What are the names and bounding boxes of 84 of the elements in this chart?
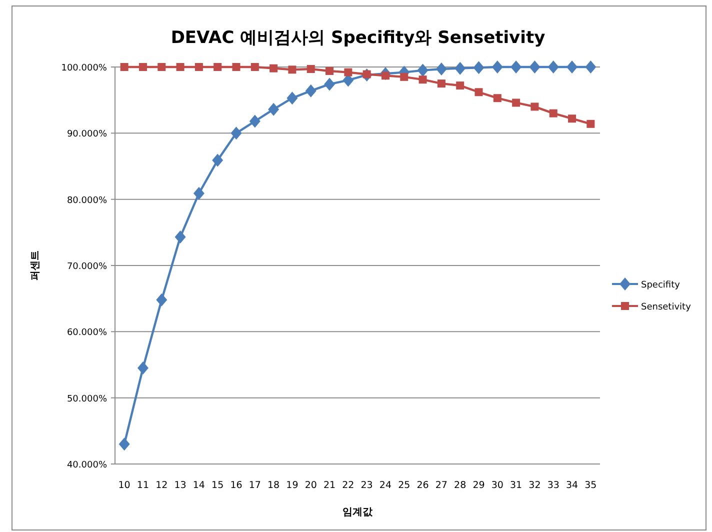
point	[344, 68, 352, 76]
point	[176, 63, 184, 71]
y-tick-label: 90.000%	[66, 130, 108, 140]
point	[493, 94, 502, 102]
y-tick-label: 60.000%	[66, 328, 108, 338]
x-tick-label: 16	[230, 480, 242, 491]
y-tick-label: 80.000%	[66, 196, 108, 206]
x-tick-label: 28	[454, 480, 466, 491]
x-tick-label: 12	[156, 480, 168, 491]
y-tick-label: 50.000%	[66, 394, 108, 404]
point	[288, 66, 296, 74]
legend-label: Sensetivity	[641, 302, 692, 312]
point	[326, 66, 334, 75]
point	[250, 63, 259, 71]
point	[568, 114, 576, 123]
point	[232, 63, 240, 71]
point	[512, 98, 520, 107]
point	[474, 88, 483, 96]
point	[194, 63, 203, 71]
point	[418, 76, 427, 84]
x-tick-label: 24	[379, 480, 392, 491]
y-tick-label: 70.000%	[66, 262, 108, 272]
x-tick-label: 33	[547, 480, 560, 491]
point	[118, 438, 130, 451]
y-axis-title: 퍼센트	[30, 250, 41, 280]
point	[268, 102, 280, 116]
x-tick-label: 31	[510, 480, 522, 491]
point	[174, 230, 186, 244]
x-tick-label: 35	[584, 480, 597, 491]
x-tick-label: 11	[136, 480, 150, 491]
y-tick-label: 40.000%	[66, 460, 108, 470]
point	[193, 186, 204, 200]
y-tick-label: 100.000%	[61, 64, 108, 74]
x-tick-label: 22	[342, 480, 354, 491]
x-tick-label: 23	[360, 480, 373, 491]
point	[549, 109, 558, 118]
x-axis-title: 임계값	[342, 507, 374, 518]
point	[417, 64, 428, 77]
point	[548, 60, 559, 74]
point	[156, 293, 168, 306]
point	[120, 63, 128, 71]
point	[473, 61, 484, 74]
point	[529, 60, 540, 74]
x-tick-label: 17	[248, 480, 261, 491]
x-tick-label: 18	[268, 480, 280, 491]
point	[566, 60, 578, 74]
point	[286, 92, 298, 105]
point	[454, 62, 466, 75]
point	[249, 114, 260, 128]
x-tick-label: 27	[435, 480, 448, 491]
point	[456, 82, 464, 90]
point	[138, 63, 147, 71]
legend-label: Specifity	[641, 280, 681, 290]
x-tick-label: 34	[566, 480, 578, 491]
point	[230, 126, 242, 140]
x-tick-label: 14	[192, 480, 205, 491]
x-tick-label: 20	[304, 480, 317, 491]
point	[436, 62, 447, 76]
x-tick-label: 32	[528, 480, 541, 491]
x-tick-label: 29	[472, 480, 485, 491]
point	[510, 60, 522, 74]
point	[270, 64, 278, 72]
point	[530, 102, 539, 111]
x-tick-label: 25	[398, 480, 410, 491]
point	[585, 60, 596, 74]
x-tick-label: 26	[416, 480, 429, 491]
point	[586, 120, 595, 128]
point	[305, 84, 316, 98]
x-tick-label: 13	[174, 480, 186, 491]
point	[137, 362, 148, 375]
point	[437, 80, 446, 88]
point	[324, 78, 336, 91]
x-tick-label: 15	[212, 480, 224, 491]
x-tick-label: 10	[118, 480, 130, 491]
point	[158, 63, 166, 71]
point	[492, 60, 503, 74]
x-tick-label: 30	[491, 480, 504, 491]
point	[212, 154, 224, 167]
point	[214, 63, 222, 71]
point	[306, 64, 315, 73]
x-tick-label: 21	[323, 480, 336, 491]
point	[400, 72, 408, 81]
x-tick-label: 19	[286, 480, 298, 491]
chart-title: DEVAC 예비검사의 Specifity와 Sensetivity	[170, 28, 546, 48]
